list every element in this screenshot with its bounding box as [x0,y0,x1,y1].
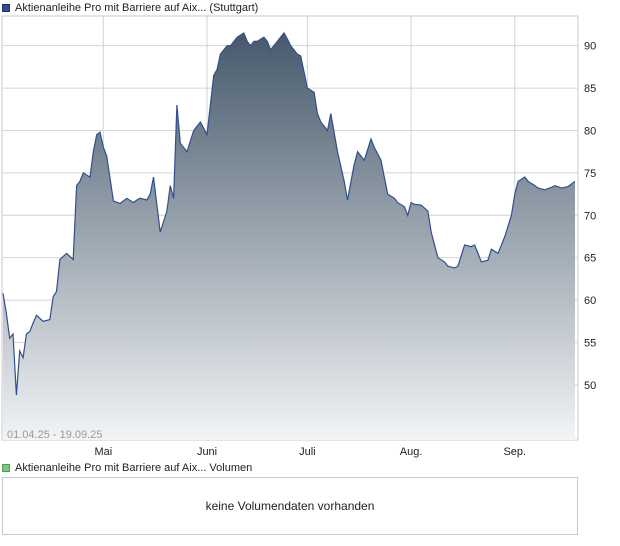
legend-volume: Aktienanleihe Pro mit Barriere auf Aix..… [2,461,252,475]
y-tick-label: 75 [584,168,596,180]
y-tick-label: 65 [584,253,596,265]
date-range-label: 01.04.25 - 19.09.25 [7,429,102,441]
y-tick-label: 55 [584,337,596,349]
x-tick-label: Juli [299,446,316,458]
y-axis-ticks: 50 55 60 65 70 75 80 85 90 [584,41,596,392]
y-tick-label: 70 [584,210,596,222]
x-tick-label: Aug. [400,446,423,458]
y-tick-label: 80 [584,125,596,137]
y-tick-label: 90 [584,41,596,53]
x-tick-label: Sep. [503,446,526,458]
y-tick-label: 50 [584,380,596,392]
x-axis-ticks: Mai Juni Juli Aug. Sep. [94,446,526,458]
legend-price-swatch [2,4,10,12]
x-tick-label: Mai [94,446,112,458]
legend-price-label: Aktienanleihe Pro mit Barriere auf Aix..… [15,2,259,14]
legend-price: Aktienanleihe Pro mit Barriere auf Aix..… [2,1,258,15]
y-tick-label: 85 [584,83,596,95]
price-area [3,33,575,440]
volume-empty-message: keine Volumendaten vorhanden [205,499,375,513]
legend-volume-label: Aktienanleihe Pro mit Barriere auf Aix..… [15,462,253,474]
price-chart: 50 55 60 65 70 75 80 85 90 Mai Juni Juli Aug. Sep. 0… [1,15,596,458]
legend-volume-swatch [2,464,10,472]
x-tick-label: Juni [197,446,217,458]
y-tick-label: 60 [584,295,596,307]
price-line [2,31,576,396]
volume-panel: keine Volumendaten vorhanden [2,477,578,535]
